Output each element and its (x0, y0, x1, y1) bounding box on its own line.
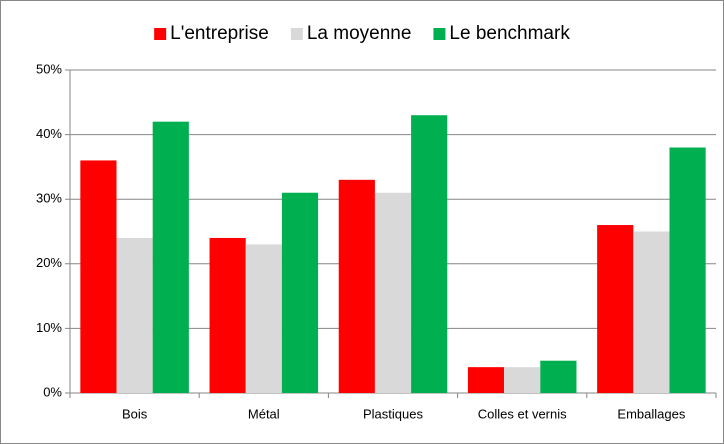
y-tick-label: 50% (36, 61, 62, 76)
bar (540, 360, 577, 393)
bar (116, 237, 153, 393)
bar (80, 160, 117, 393)
bar (597, 225, 634, 393)
x-tick-label: Métal (248, 406, 280, 421)
y-tick-label: 30% (36, 191, 62, 206)
x-tick-label: Emballages (617, 406, 685, 421)
bar (411, 115, 448, 393)
legend-label: La moyenne (307, 23, 412, 44)
bar (338, 179, 375, 393)
y-tick-label: 0% (43, 384, 62, 399)
bar (152, 121, 189, 394)
y-tick-label: 20% (36, 255, 62, 270)
bar (504, 367, 541, 393)
y-tick-label: 10% (36, 320, 62, 335)
x-tick-label: Bois (122, 406, 148, 421)
bar (467, 367, 505, 393)
legend-label: Le benchmark (449, 23, 570, 44)
y-tick-label: 40% (36, 126, 62, 141)
bar (281, 192, 319, 393)
bar (209, 237, 246, 393)
legend-label: L'entreprise (170, 23, 269, 44)
x-tick-label: Colles et vernis (478, 406, 567, 421)
bar (245, 244, 282, 393)
legend-swatch (433, 28, 446, 40)
bar (374, 192, 412, 393)
legend-swatch (154, 28, 167, 40)
x-tick-label: Plastiques (363, 406, 423, 421)
bar (669, 147, 706, 393)
bar (633, 231, 670, 393)
legend-swatch (290, 28, 303, 40)
